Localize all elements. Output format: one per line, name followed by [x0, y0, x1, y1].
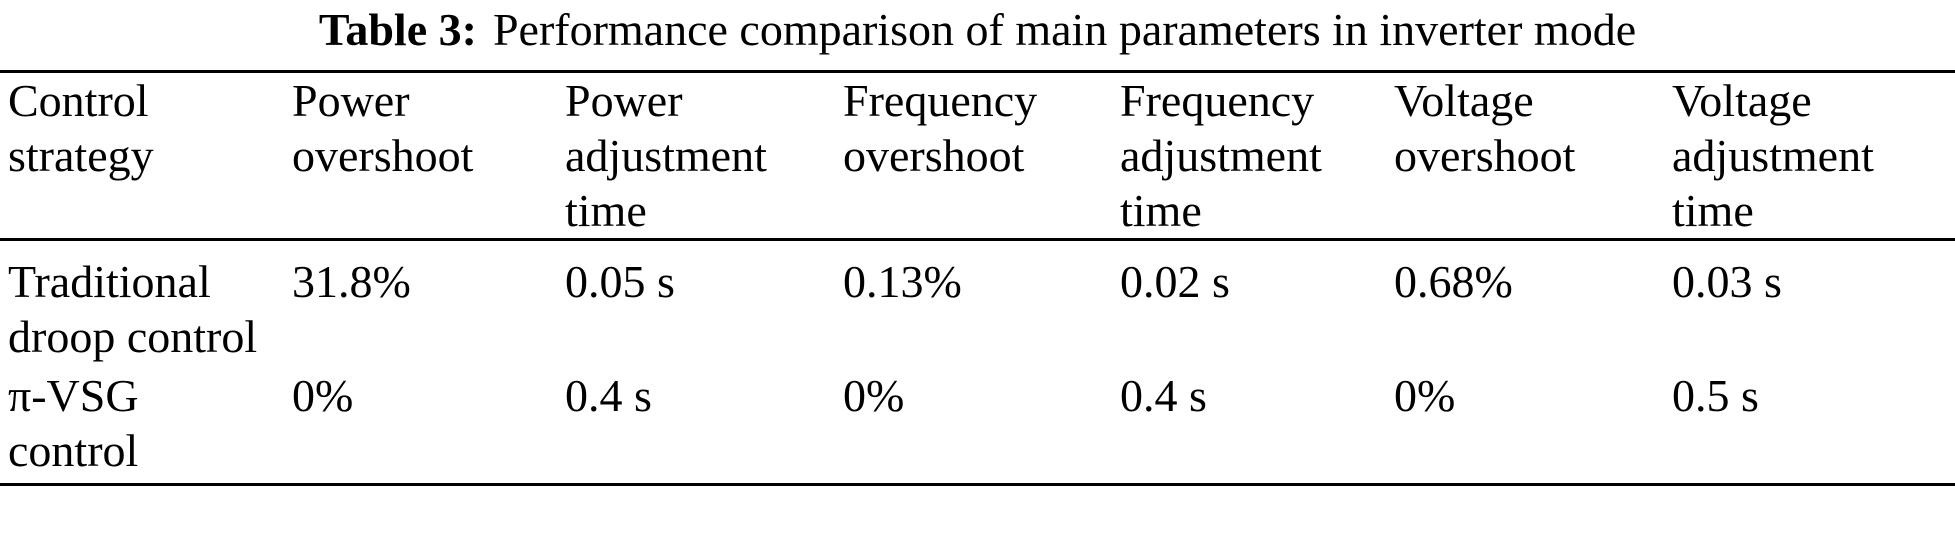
cell-power-adjustment-time: 0.4 s — [565, 370, 652, 421]
cell-strategy: π-VSG control — [8, 370, 139, 476]
cell-power-adjustment-time: 0.05 s — [565, 256, 675, 307]
table-caption: Table 3: Performance comparison of main p… — [0, 0, 1955, 57]
cell-voltage-overshoot: 0.68% — [1394, 256, 1513, 307]
col-header-voltage-overshoot: Voltage overshoot — [1386, 71, 1664, 241]
cell-voltage-adjustment-time: 0.5 s — [1672, 370, 1759, 421]
cell-power-overshoot: 0% — [292, 370, 354, 421]
cell-power-overshoot: 31.8% — [292, 256, 411, 307]
col-header-control-strategy: Control strategy — [0, 71, 284, 241]
performance-comparison-table: Control strategy Power overshoot Power a… — [0, 70, 1955, 486]
cell-voltage-overshoot: 0% — [1394, 370, 1456, 421]
col-header-power-adjustment-time: Power adjustment time — [557, 71, 835, 241]
col-header-voltage-adjustment-time: Voltage adjustment time — [1664, 71, 1955, 241]
table-caption-text: Performance comparison of main parameter… — [492, 4, 1637, 55]
cell-frequency-overshoot: 0% — [843, 370, 905, 421]
col-header-frequency-adjustment-time: Frequency adjustment time — [1112, 71, 1386, 241]
cell-frequency-overshoot: 0.13% — [843, 256, 962, 307]
table-row-traditional-droop: Traditional droop control 31.8% 0.05 s 0… — [0, 240, 1955, 365]
table-row-pi-vsg: π-VSG control 0% 0.4 s 0% 0.4 s 0% 0.5 s — [0, 364, 1955, 485]
cell-frequency-adjustment-time: 0.02 s — [1120, 256, 1230, 307]
col-header-power-overshoot: Power overshoot — [284, 71, 557, 241]
col-header-frequency-overshoot: Frequency overshoot — [835, 71, 1112, 241]
table-caption-label: Table 3: — [318, 4, 477, 55]
cell-strategy: Traditional droop control — [8, 256, 258, 362]
cell-frequency-adjustment-time: 0.4 s — [1120, 370, 1207, 421]
cell-voltage-adjustment-time: 0.03 s — [1672, 256, 1782, 307]
header-row: Control strategy Power overshoot Power a… — [0, 71, 1955, 241]
